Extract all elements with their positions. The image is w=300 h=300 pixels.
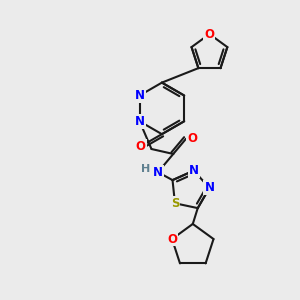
Text: N: N	[189, 164, 199, 177]
Text: S: S	[171, 197, 179, 210]
Text: O: O	[187, 132, 197, 145]
Text: O: O	[136, 140, 146, 152]
Text: H: H	[142, 164, 151, 174]
Text: N: N	[135, 89, 145, 102]
Text: O: O	[167, 232, 177, 245]
Text: N: N	[135, 115, 145, 128]
Text: N: N	[204, 182, 214, 194]
Text: N: N	[153, 166, 163, 179]
Text: O: O	[204, 28, 214, 40]
